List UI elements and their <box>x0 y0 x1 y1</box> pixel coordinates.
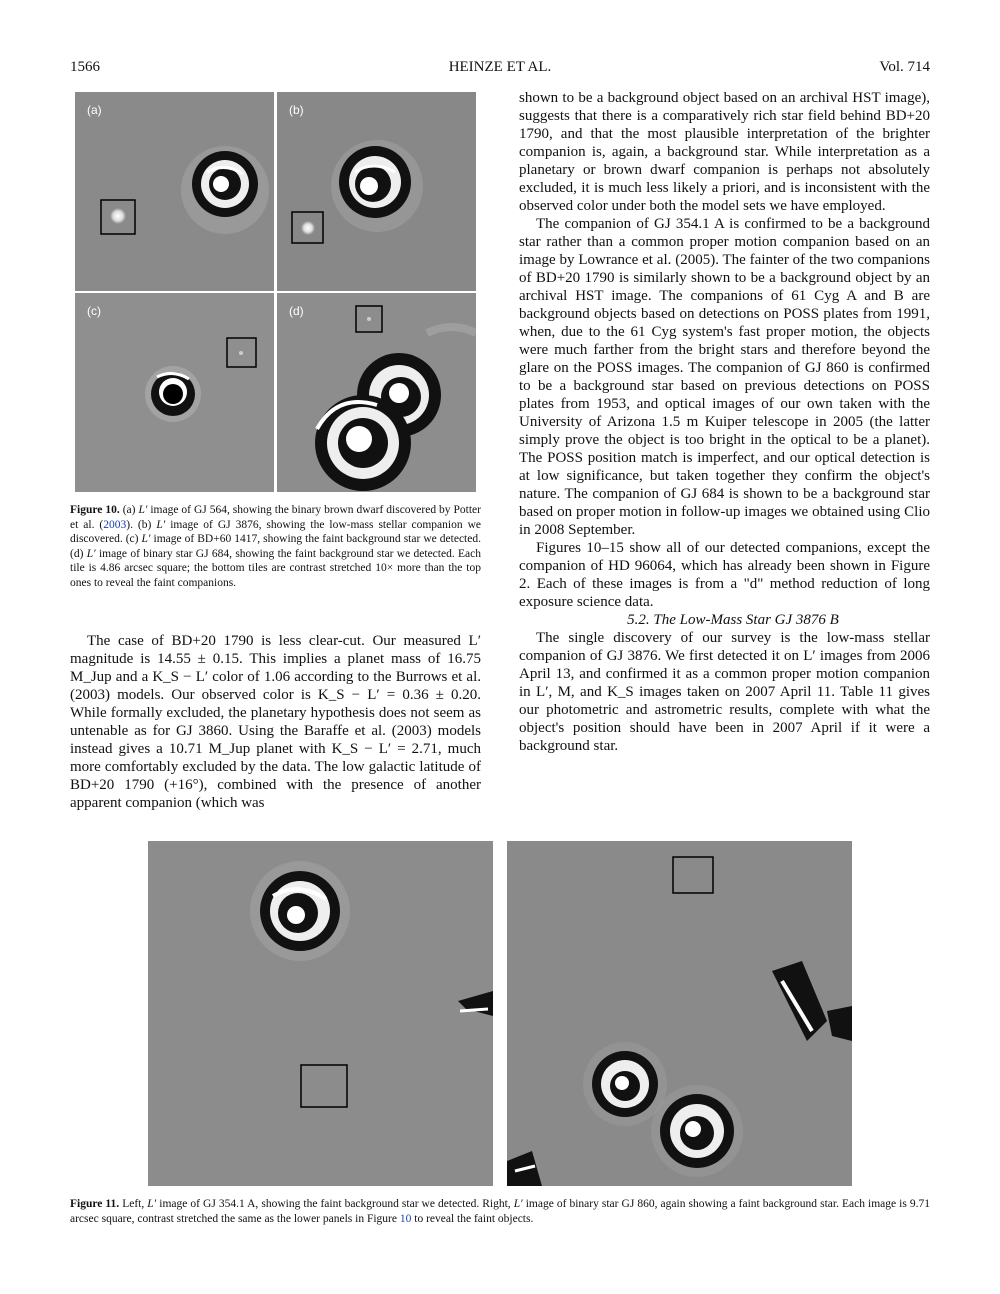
page-number: 1566 <box>70 59 100 75</box>
figure11-right-image <box>507 841 852 1186</box>
figure10-tile-a: (a) <box>75 92 274 291</box>
paragraph-companions: The companion of GJ 354.1 A is confirmed… <box>519 216 930 538</box>
journal-volume: Vol. 714 <box>879 59 930 75</box>
figure10-tile-d: (d) <box>277 293 476 492</box>
paragraph-gj3876: The single discovery of our survey is th… <box>519 630 930 754</box>
tile-a-label: (a) <box>87 103 102 117</box>
section-heading: 5.2. The Low-Mass Star GJ 3876 B <box>627 612 839 628</box>
tile-a-image <box>100 146 269 235</box>
tile-d-label: (d) <box>289 304 304 318</box>
tile-b-label: (b) <box>289 103 304 117</box>
figure10-tile-c: (c) <box>75 293 274 492</box>
running-authors: HEINZE ET AL. <box>448 59 552 75</box>
figure10-caption: Figure 10. (a) L′ image of GJ 564, showi… <box>70 504 481 589</box>
paragraph-figures: Figures 10–15 show all of our detected c… <box>519 540 930 610</box>
running-header: 1566 HEINZE ET AL. Vol. 714 <box>70 59 930 79</box>
left-column-text: The case of BD+20 1790 is less clear-cut… <box>70 632 481 812</box>
citation-link[interactable]: 2003 <box>103 518 127 531</box>
caption-label: Figure 10. <box>70 504 120 516</box>
gj354-image <box>250 861 493 1108</box>
right-column-text: shown to be a background object based on… <box>519 89 930 755</box>
paragraph-bd20-1790: The case of BD+20 1790 is less clear-cut… <box>70 633 481 811</box>
tile-b-image <box>291 140 423 244</box>
figure-link[interactable]: 10 <box>399 1212 412 1225</box>
figure10-tile-b: (b) <box>277 92 476 291</box>
figure11-left-image <box>148 841 493 1186</box>
tile-c-label: (c) <box>87 304 101 318</box>
paragraph-continuation: shown to be a background object based on… <box>519 90 930 214</box>
caption-label: Figure 11. <box>70 1198 120 1210</box>
tile-c-image <box>145 337 257 422</box>
tile-d-image <box>315 305 476 491</box>
gj860-image <box>507 856 852 1186</box>
figure11-caption: Figure 11. Left, L′ image of GJ 354.1 A,… <box>70 1198 931 1225</box>
